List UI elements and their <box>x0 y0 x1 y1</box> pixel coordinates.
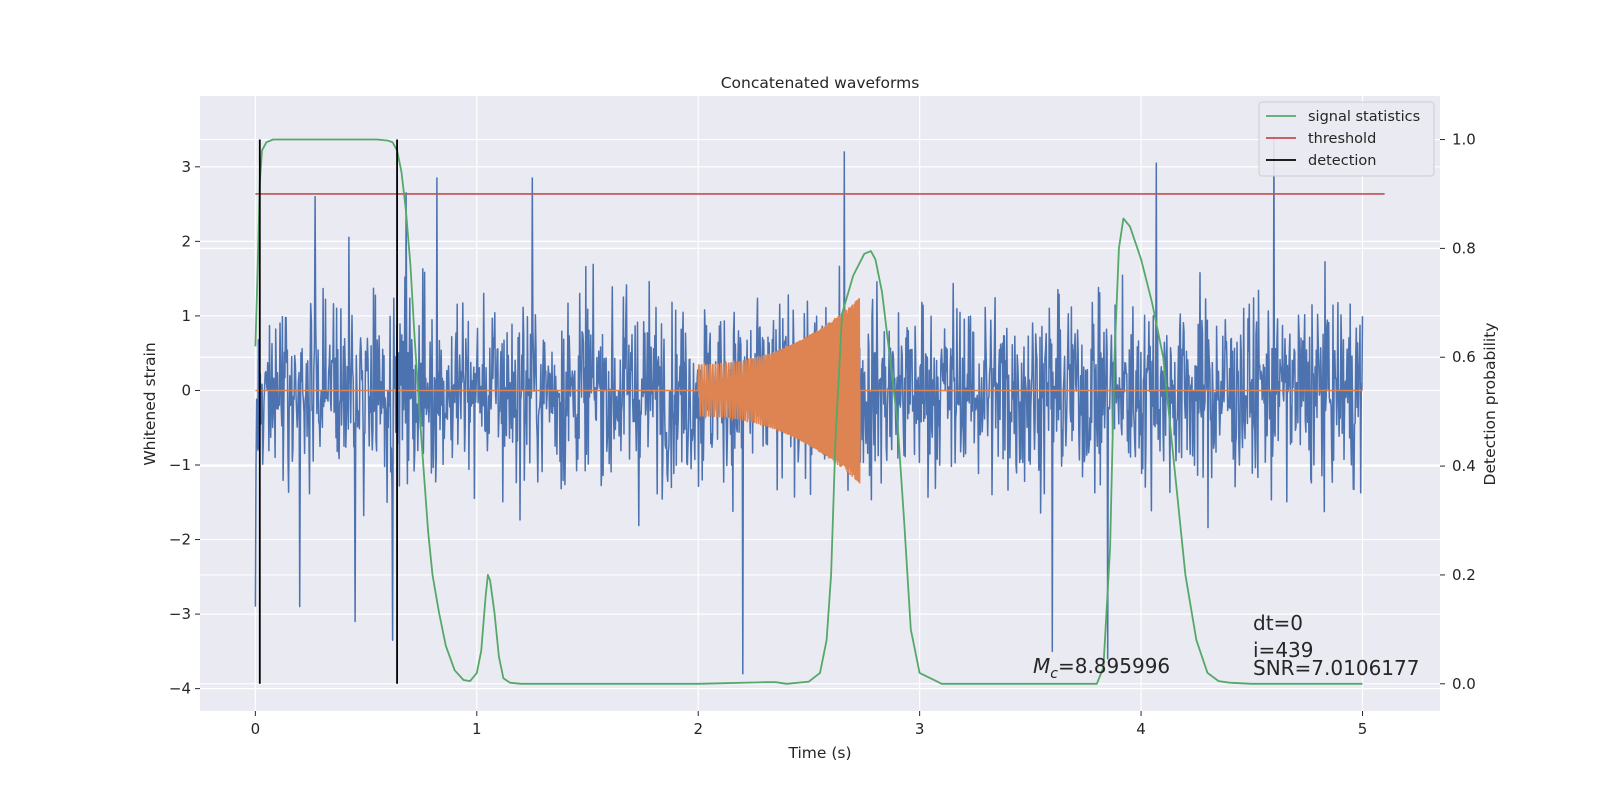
y-tick-label: 3 <box>181 158 191 176</box>
legend: signal statistics threshold detection <box>1258 101 1435 177</box>
y-axis-label: Whitened strain <box>141 342 159 465</box>
y2-tick-label: 0.4 <box>1452 457 1476 475</box>
injected-waveform-series <box>255 298 1363 484</box>
legend-label-signal-statistics: signal statistics <box>1308 109 1420 125</box>
injected-waveform-line <box>255 298 1363 484</box>
legend-label-threshold: threshold <box>1308 131 1376 147</box>
x-tick-label: 4 <box>1136 720 1146 738</box>
x-tick-label: 0 <box>251 720 261 738</box>
y2-tick-label: 1.0 <box>1452 131 1476 149</box>
y-tick-label: −4 <box>169 680 191 698</box>
chart-title: Concatenated waveforms <box>721 74 920 92</box>
annotation-chirp-mass: Mc=8.895996 <box>1033 654 1170 682</box>
x-axis-label: Time (s) <box>787 744 851 762</box>
signal-statistics-line <box>254 138 1363 685</box>
x-tick-label: 5 <box>1358 720 1368 738</box>
tick-labels: 0 1 2 3 4 5 3 2 1 0 −1 −2 −3 −4 1.0 0.8 0.6 0.4 0.2 0.0 <box>169 131 1476 738</box>
y-tick-label: −2 <box>169 531 191 549</box>
legend-box <box>1258 101 1435 177</box>
y-tick-label: 1 <box>181 307 191 325</box>
x-tick-label: 2 <box>693 720 703 738</box>
y2-axis-label: Detection probability <box>1481 323 1499 486</box>
signal-statistics-series <box>254 138 1363 685</box>
annotation-dt: dt=0 <box>1253 611 1303 635</box>
y-tick-label: 2 <box>181 232 191 250</box>
detection-series <box>258 139 398 684</box>
y2-tick-label: 0.6 <box>1452 348 1476 366</box>
chirp-mass-value: =8.895996 <box>1058 654 1170 678</box>
y-tick-label: 0 <box>181 381 191 399</box>
legend-label-detection: detection <box>1308 153 1376 169</box>
chirp-mass-subscript: c <box>1050 666 1058 682</box>
annotation-snr: SNR=7.0106177 <box>1253 656 1419 680</box>
y-tick-label: −3 <box>169 605 191 623</box>
y2-tick-label: 0.8 <box>1452 239 1476 257</box>
annotation-index: i=439 <box>1253 638 1314 662</box>
x-tick-label: 1 <box>472 720 482 738</box>
x-tick-label: 3 <box>915 720 925 738</box>
y-tick-label: −1 <box>169 456 191 474</box>
y2-tick-label: 0.0 <box>1452 675 1476 693</box>
y2-tick-label: 0.2 <box>1452 566 1476 584</box>
chirp-mass-symbol: M <box>1033 654 1050 678</box>
